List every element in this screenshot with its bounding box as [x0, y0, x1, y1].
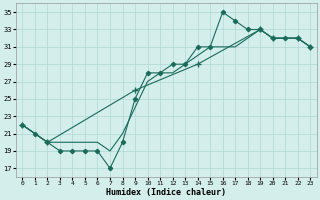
X-axis label: Humidex (Indice chaleur): Humidex (Indice chaleur) [106, 188, 226, 197]
